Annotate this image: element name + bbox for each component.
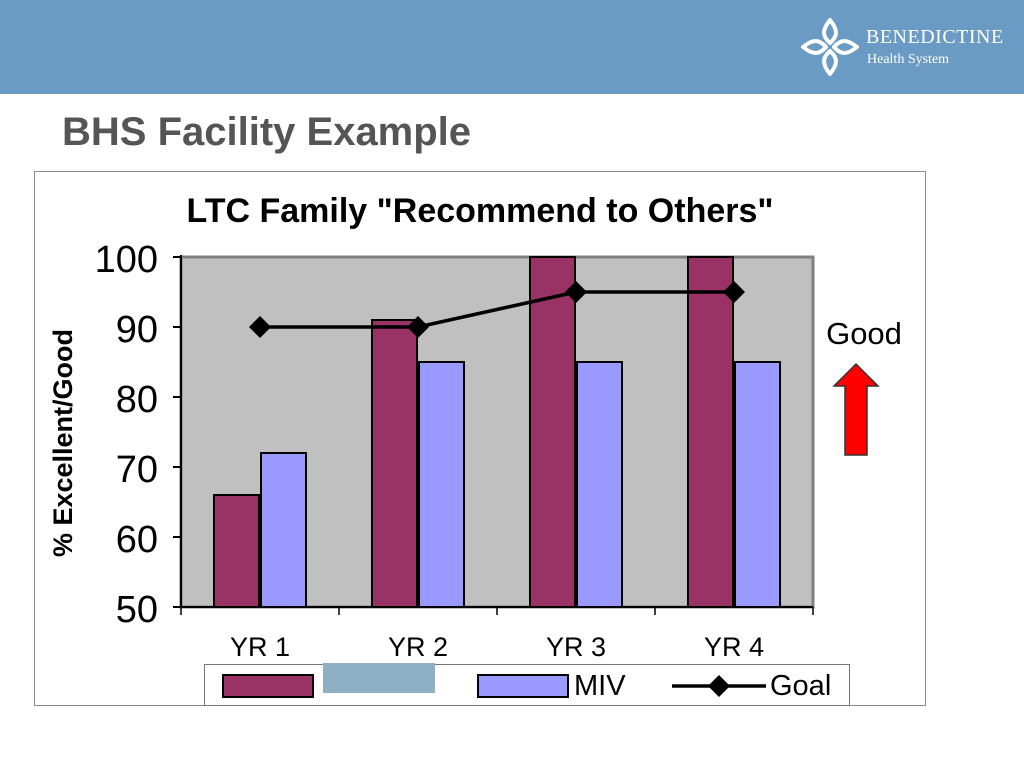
y-tick-label: 90 (116, 309, 158, 351)
cross-logo-icon (801, 18, 859, 76)
legend-redaction-box (323, 663, 435, 693)
brand-logo: Benedictine Health System (800, 16, 1010, 80)
y-tick-label: 100 (95, 239, 158, 281)
good-label: Good (826, 316, 902, 351)
y-tick-label: 80 (116, 379, 158, 421)
goal-marker (249, 316, 271, 338)
brand-subtitle: Health System (867, 52, 950, 67)
x-tick-label: YR 4 (704, 632, 764, 662)
x-tick-label: YR 3 (546, 632, 606, 662)
goal-marker (407, 316, 429, 338)
page-title: BHS Facility Example (62, 110, 472, 154)
bar-series-1 (213, 494, 260, 608)
up-arrow-icon (832, 362, 880, 456)
x-tick-label: YR 2 (388, 632, 448, 662)
y-tick-label: 60 (116, 519, 158, 561)
legend-label-miv: MIV (574, 670, 626, 702)
chart-title: LTC Family "Recommend to Others" (186, 192, 773, 230)
bar-series-1 (687, 256, 734, 608)
legend-swatch-miv (477, 674, 569, 698)
bar-miv (418, 361, 465, 608)
y-tick-label: 70 (116, 449, 158, 491)
goal-marker (723, 281, 745, 303)
bar-series-1 (371, 319, 418, 608)
legend-swatch-series-1 (222, 674, 314, 698)
brand-name: Benedictine (866, 26, 1004, 48)
goal-line (260, 290, 734, 329)
x-tick-label: YR 1 (230, 632, 290, 662)
legend-marker-goal (708, 675, 730, 697)
y-tick-label: 50 (116, 589, 158, 631)
bar-series-1 (529, 256, 576, 608)
header-bar: Benedictine Health System (0, 0, 1024, 94)
bar-miv (260, 452, 307, 608)
bar-miv (576, 361, 623, 608)
bar-miv (734, 361, 781, 608)
goal-marker (565, 281, 587, 303)
legend-label-goal: Goal (770, 670, 831, 702)
y-axis-label: % Excellent/Good (48, 329, 78, 557)
